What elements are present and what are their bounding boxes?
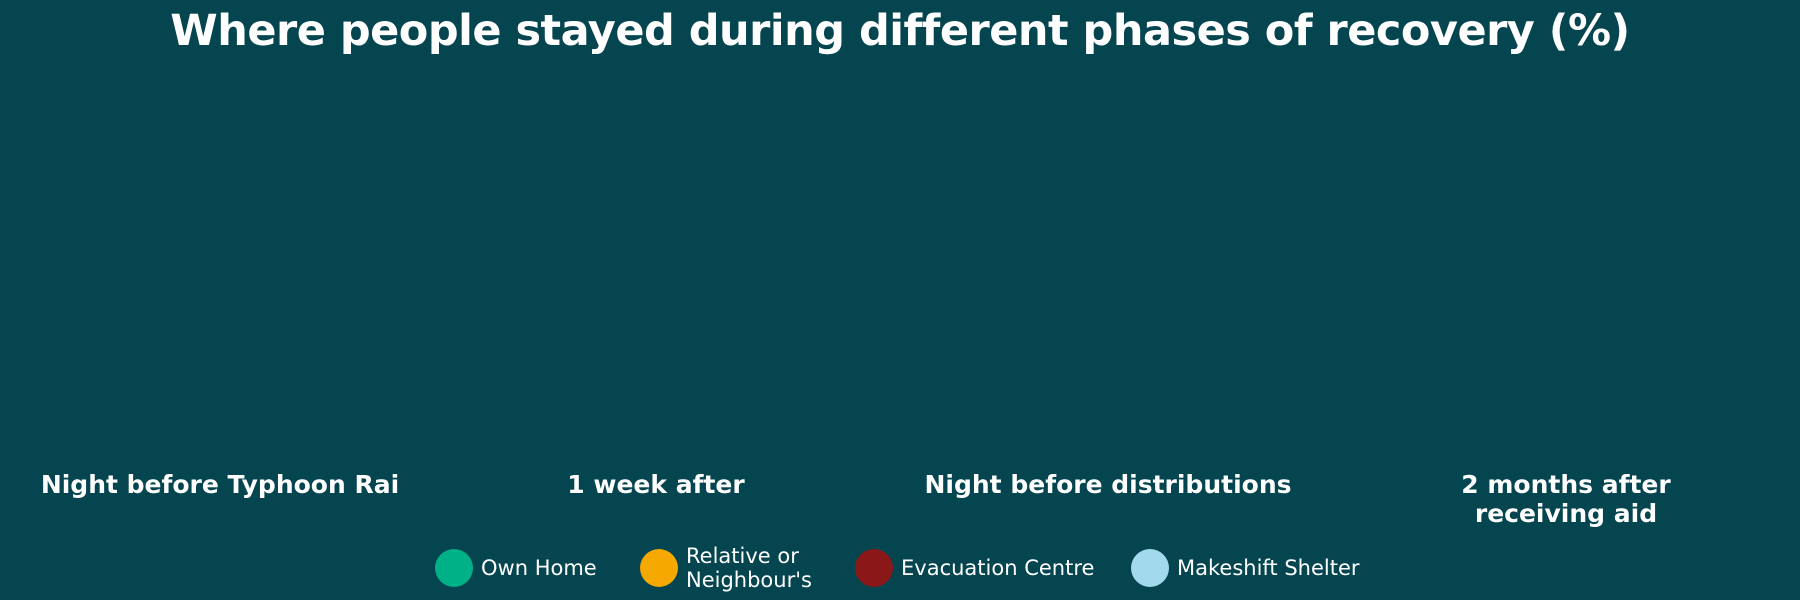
- chart-title: Where people stayed during different pha…: [170, 6, 1630, 56]
- category-label-night-before-distributions: Night before distributions: [924, 470, 1292, 499]
- category-label-2-months-after: 2 months after receiving aid: [1461, 470, 1671, 528]
- legend-swatch-evacuation-centre: [855, 549, 893, 587]
- legend: Own Home Relative or Neighbour's Evacuat…: [0, 542, 1800, 594]
- category-label-night-before-typhoon: Night before Typhoon Rai: [40, 470, 400, 499]
- legend-item-evacuation-centre[interactable]: Evacuation Centre: [855, 542, 1094, 594]
- legend-label-makeshift-shelter: Makeshift Shelter: [1177, 556, 1360, 580]
- plot-area: [0, 90, 1800, 450]
- legend-item-makeshift-shelter[interactable]: Makeshift Shelter: [1131, 542, 1360, 594]
- legend-label-evacuation-centre: Evacuation Centre: [901, 556, 1095, 580]
- legend-item-own-home[interactable]: Own Home: [435, 542, 597, 594]
- legend-swatch-makeshift-shelter: [1131, 549, 1169, 587]
- legend-label-relative-or-neighbours: Relative or Neighbour's: [686, 544, 812, 592]
- legend-label-own-home: Own Home: [481, 556, 597, 580]
- legend-swatch-relative-or-neighbours: [640, 549, 678, 587]
- category-label-1-week-after: 1 week after: [567, 470, 745, 499]
- legend-swatch-own-home: [435, 549, 473, 587]
- legend-item-relative-or-neighbours[interactable]: Relative or Neighbour's: [640, 542, 826, 594]
